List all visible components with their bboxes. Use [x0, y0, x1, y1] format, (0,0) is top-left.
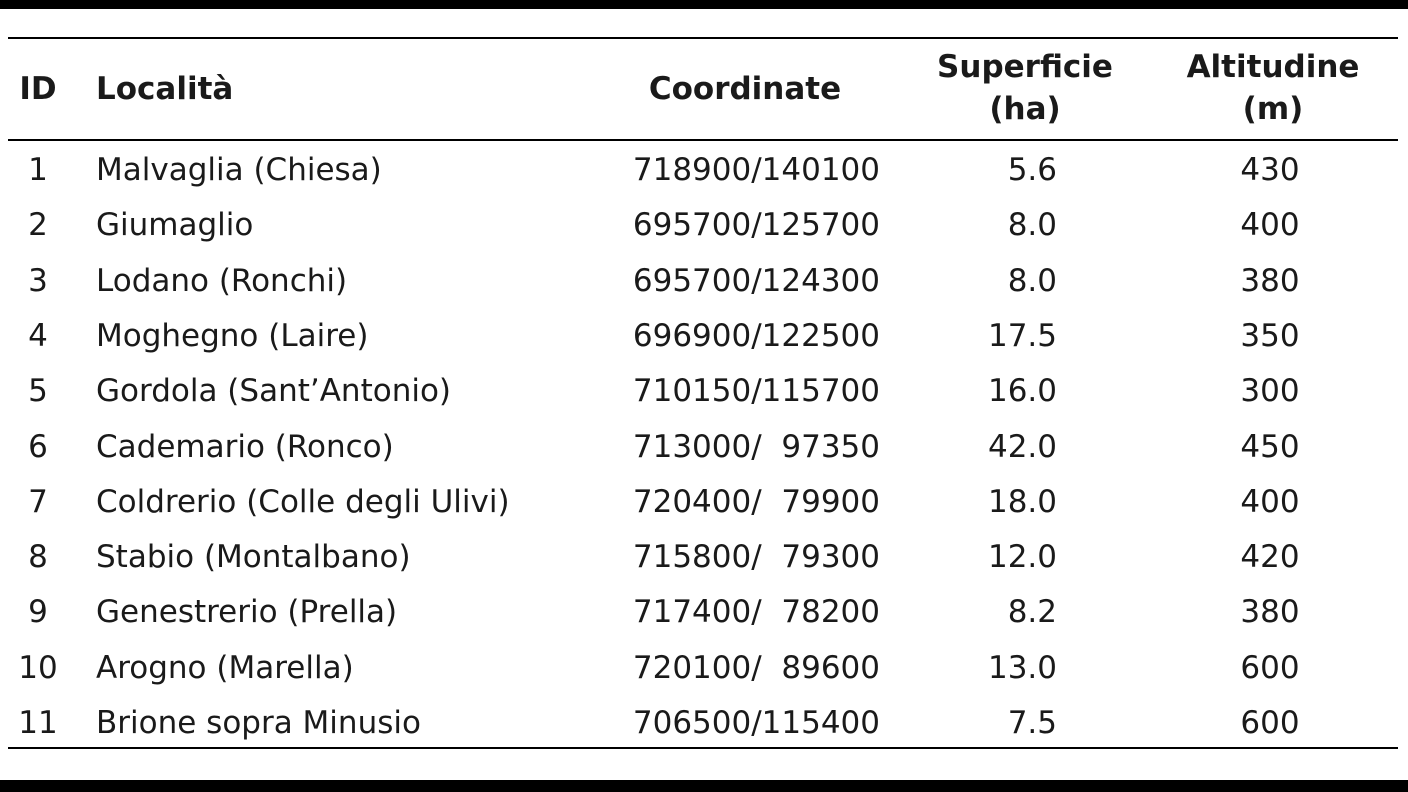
table-cell: 9	[28, 594, 48, 631]
table-cell: 718900/140100	[632, 152, 880, 188]
table-cell: 5.6	[1007, 152, 1057, 188]
table-cell: 8	[28, 539, 48, 576]
table-cell: 713000/ 97350	[632, 428, 880, 465]
table-cell: 695700/124300	[632, 262, 880, 299]
table-cell: Lodano (Ronchi)	[96, 262, 348, 299]
table-cell: 2	[28, 207, 48, 244]
table-cell: 6	[28, 428, 48, 465]
header-cell: Località	[96, 71, 234, 107]
table-cell: 5	[28, 373, 48, 410]
top-rule	[8, 37, 1398, 39]
table-cell: 3	[28, 262, 48, 299]
table-cell: 600	[1240, 705, 1300, 741]
table-cell: 12.0	[987, 539, 1057, 576]
table-cell: 720100/ 89600	[632, 649, 880, 686]
table-cell: Cademario (Ronco)	[96, 428, 394, 465]
table-cell: 706500/115400	[632, 705, 880, 741]
header-cell: Altitudine (m)	[1186, 49, 1360, 127]
table-cell: 430	[1240, 152, 1300, 188]
table-cell: 400	[1240, 207, 1300, 244]
table-cell: 695700/125700	[632, 207, 880, 244]
table-cell: Moghegno (Laire)	[96, 317, 369, 354]
bottom-bar	[0, 780, 1408, 792]
table-cell: 11	[18, 705, 58, 741]
table-cell: 1	[28, 152, 48, 188]
top-bar	[0, 0, 1408, 9]
table-cell: 8.0	[1007, 262, 1057, 299]
table-cell: 18.0	[987, 483, 1057, 520]
table-cell: Brione sopra Minusio	[96, 705, 421, 741]
header-rule	[8, 139, 1398, 141]
table-cell: Malvaglia (Chiesa)	[96, 152, 382, 188]
table-cell: 10	[18, 649, 58, 686]
table-cell: Gordola (Sant’Antonio)	[96, 373, 452, 410]
table-cell: 380	[1240, 262, 1300, 299]
table-cell: 17.5	[987, 317, 1057, 354]
table-cell: 696900/122500	[632, 317, 880, 354]
table-cell: 710150/115700	[632, 373, 880, 410]
header-cell: ID	[19, 71, 57, 107]
table-cell: 600	[1240, 649, 1300, 686]
table-cell: 300	[1240, 373, 1300, 410]
table-cell: 380	[1240, 594, 1300, 631]
table-cell: Genestrerio (Prella)	[96, 594, 398, 631]
table-cell: 400	[1240, 483, 1300, 520]
table-cell: 8.0	[1007, 207, 1057, 244]
table-cell: 717400/ 78200	[632, 594, 880, 631]
table-cell: 16.0	[987, 373, 1057, 410]
table-cell: 8.2	[1007, 594, 1057, 631]
table-cell: 715800/ 79300	[632, 539, 880, 576]
table-cell: Coldrerio (Colle degli Ulivi)	[96, 483, 510, 520]
table-cell: 4	[28, 317, 48, 354]
table-cell: 42.0	[987, 428, 1057, 465]
table-cell: Giumaglio	[96, 207, 254, 244]
table-cell: Stabio (Montalbano)	[96, 539, 411, 576]
header-cell: Superficie (ha)	[937, 49, 1113, 127]
table-cell: 7.5	[1007, 705, 1057, 741]
table-cell: 13.0	[987, 649, 1057, 686]
table-cell: 420	[1240, 539, 1300, 576]
table-cell: 7	[28, 483, 48, 520]
table-cell: Arogno (Marella)	[96, 649, 354, 686]
table-cell: 450	[1240, 428, 1300, 465]
table-cell: 720400/ 79900	[632, 483, 880, 520]
header-cell: Coordinate	[648, 71, 842, 107]
table-cell: 350	[1240, 317, 1300, 354]
bottom-rule	[8, 747, 1398, 749]
